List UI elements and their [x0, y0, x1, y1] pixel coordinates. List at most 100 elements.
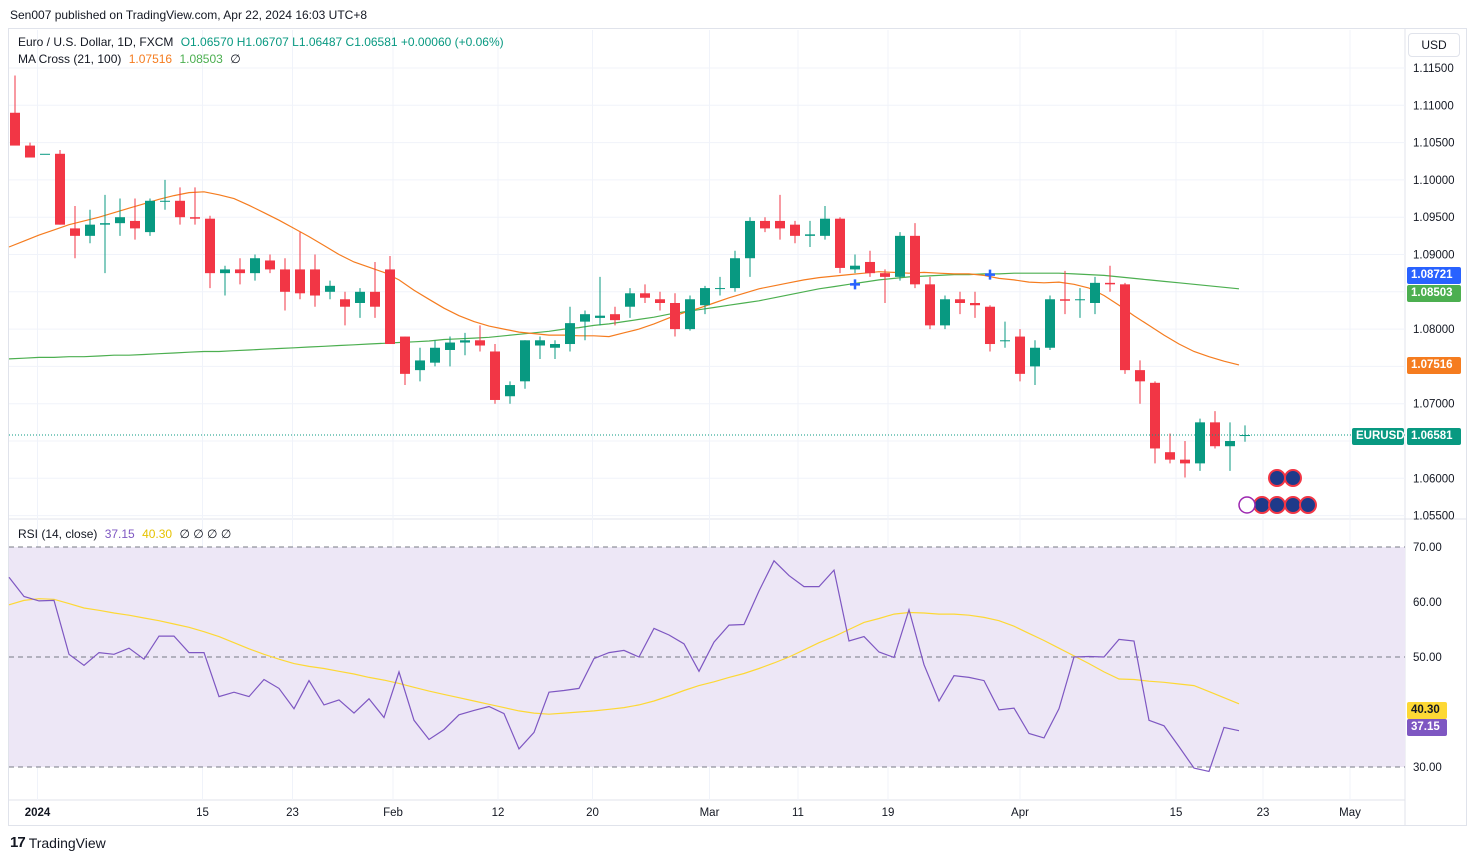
candle-body	[760, 220, 770, 229]
candle-body	[820, 218, 830, 236]
candle-body	[70, 228, 80, 236]
rsi-tick-label: 50.00	[1413, 652, 1442, 664]
event-flag-icon	[1284, 496, 1302, 514]
candle-body	[355, 291, 365, 303]
candle-body	[385, 269, 395, 345]
footer-brand-label: TradingView	[28, 834, 106, 851]
rsi-tag: 37.15	[1407, 719, 1447, 736]
candle-body	[655, 299, 665, 303]
time-tick-label: Mar	[700, 807, 720, 819]
price-tick-label: 1.11500	[1413, 63, 1454, 75]
ma-slow-value: 1.08503	[179, 52, 223, 66]
time-tick-label: 20	[586, 807, 599, 819]
candle-body	[955, 299, 965, 303]
candle-body	[205, 218, 215, 274]
price-tick-label: 1.06000	[1413, 473, 1455, 485]
candle-body	[1210, 422, 1220, 447]
ma-legend: MA Cross (21, 100) 1.07516 1.08503 ∅	[18, 52, 245, 66]
time-tick-label: 2024	[25, 807, 51, 819]
event-flag-icon	[1253, 496, 1271, 514]
candle-body	[1030, 347, 1040, 367]
candle-body	[565, 323, 575, 345]
candle-body	[1225, 441, 1235, 447]
footer-brand[interactable]: 17 TradingView	[10, 834, 106, 851]
candle-body	[160, 200, 170, 202]
price-tick-label: 1.07000	[1413, 399, 1455, 411]
time-tick-label: May	[1339, 807, 1361, 819]
last-price-tag: 1.06581	[1407, 428, 1461, 445]
ma-cross-marker	[850, 279, 860, 290]
candle-body	[1105, 282, 1115, 285]
candle-body	[145, 200, 155, 233]
candle-body	[460, 340, 470, 343]
candle-body	[595, 315, 605, 318]
price-tick-label: 1.09000	[1413, 250, 1455, 262]
candle-body	[175, 200, 185, 218]
ma-label[interactable]: MA Cross (21, 100)	[18, 52, 122, 66]
candle-body	[280, 269, 290, 292]
candle-body	[640, 293, 650, 298]
candle-body	[790, 224, 800, 236]
candle-body	[115, 217, 125, 224]
rsi-label[interactable]: RSI (14, close)	[18, 527, 98, 541]
price-tick-label: 1.11000	[1413, 100, 1454, 112]
candle-body	[700, 288, 710, 306]
rsi-tick-label: 30.00	[1413, 762, 1442, 774]
candle-body	[970, 302, 980, 306]
candle-body	[1120, 284, 1130, 371]
candle-body	[745, 220, 755, 259]
ma-slow-line	[8, 272, 1240, 360]
tradingview-logo-icon: 17	[10, 834, 26, 851]
candle-body	[370, 291, 380, 307]
event-flag-icon	[1284, 469, 1302, 487]
symbol-title[interactable]: Euro / U.S. Dollar, 1D, FXCM	[18, 35, 174, 49]
candle-body	[1045, 299, 1055, 348]
rsi-ma-value: 40.30	[142, 527, 173, 541]
time-tick-label: 15	[196, 807, 209, 819]
rsi-ma-tag: 40.30	[1407, 702, 1447, 719]
candle-body	[850, 265, 860, 270]
candle-body	[550, 344, 560, 348]
candle-body	[445, 342, 455, 350]
time-tick-label: 23	[1257, 807, 1270, 819]
publisher-header: Sen007 published on TradingView.com, Apr…	[10, 8, 368, 22]
ma-slow-tag: 1.08503	[1407, 285, 1461, 302]
ma-cross-marker	[985, 269, 995, 280]
candle-body	[1180, 459, 1190, 464]
candle-body	[715, 288, 725, 290]
candle-body	[235, 269, 245, 274]
time-tick-label: 23	[286, 807, 299, 819]
candle-body	[1075, 299, 1085, 301]
candle-body	[865, 261, 875, 274]
candle-body	[1150, 382, 1160, 449]
candle-body	[1015, 336, 1025, 374]
candle-body	[295, 269, 305, 294]
candle-body	[220, 269, 230, 274]
ohlc-readout: O1.06570 H1.06707 L1.06487 C1.06581 +0.0…	[180, 35, 504, 49]
event-flag-icon	[1299, 496, 1317, 514]
ma-fast-value: 1.07516	[128, 52, 173, 66]
time-tick-label: Apr	[1011, 807, 1029, 819]
symbol-tag: EURUSD	[1352, 428, 1405, 445]
candle-body	[625, 293, 635, 307]
currency-button[interactable]: USD	[1408, 33, 1460, 57]
candle-body	[880, 273, 890, 277]
candle-body	[1135, 370, 1145, 382]
price-tick-label: 1.10000	[1413, 175, 1455, 187]
rsi-tick-label: 60.00	[1413, 597, 1442, 609]
candle-body	[85, 224, 95, 236]
candle-body	[340, 299, 350, 307]
candle-body	[430, 347, 440, 363]
time-tick-label: Feb	[383, 807, 403, 819]
candle-body	[1240, 435, 1250, 437]
candle-body	[1060, 299, 1070, 301]
candle-body	[100, 223, 110, 225]
rsi-legend: RSI (14, close) 37.15 40.30 ∅ ∅ ∅ ∅	[18, 527, 235, 541]
time-tick-label: 12	[492, 807, 505, 819]
price-tick-label: 1.10500	[1413, 138, 1455, 150]
rsi-extra: ∅ ∅ ∅ ∅	[179, 527, 232, 541]
candle-body	[475, 340, 485, 346]
candle-body	[310, 269, 320, 296]
candle-body	[520, 340, 530, 382]
